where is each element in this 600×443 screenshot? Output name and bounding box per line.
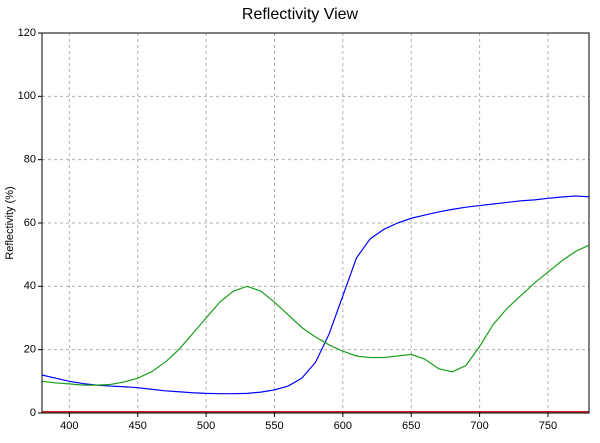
plot-frame <box>41 32 590 414</box>
y-tick-label: 80 <box>24 154 36 166</box>
x-tick-label: 650 <box>402 420 420 432</box>
y-axis-label: Reflectivity (%) <box>4 186 16 259</box>
x-tick-label: 700 <box>470 420 488 432</box>
chart-title: Reflectivity View <box>242 6 359 23</box>
y-tick-label: 20 <box>24 344 36 356</box>
x-tick-label: 600 <box>334 420 352 432</box>
x-tick-label: 750 <box>539 420 557 432</box>
x-tick-label: 550 <box>265 420 283 432</box>
data-line <box>41 195 590 395</box>
y-tick-label: 40 <box>24 280 36 292</box>
x-tick-label: 400 <box>60 420 78 432</box>
data-line <box>41 244 590 386</box>
x-tick-label: 450 <box>129 420 147 432</box>
y-tick-label: 120 <box>18 27 36 39</box>
y-tick-label: 0 <box>30 407 36 419</box>
x-tick-label: 500 <box>197 420 215 432</box>
y-tick-label: 60 <box>24 217 36 229</box>
y-tick-label: 100 <box>18 90 36 102</box>
